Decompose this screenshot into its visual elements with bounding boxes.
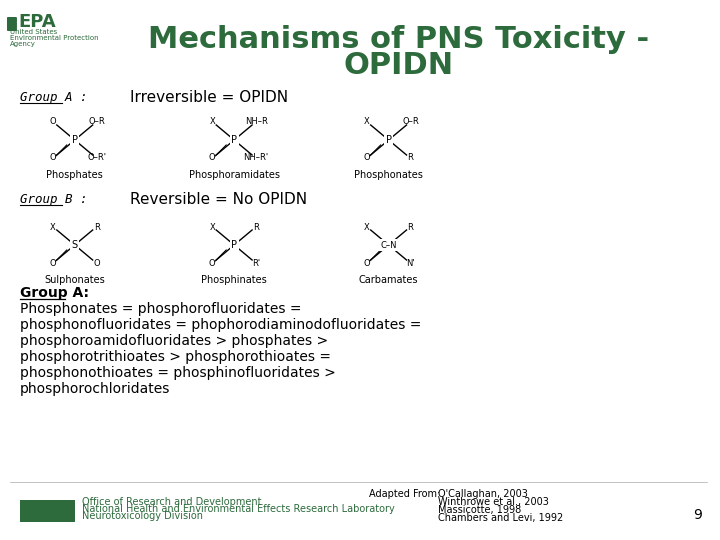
Text: O: O <box>94 259 100 267</box>
Text: R: R <box>253 222 259 232</box>
Text: O: O <box>50 118 56 126</box>
Text: X: X <box>50 222 55 232</box>
Text: O–R: O–R <box>89 118 105 126</box>
Text: EPA: EPA <box>18 13 55 31</box>
Text: Phosphoramidates: Phosphoramidates <box>189 170 279 180</box>
Text: O: O <box>50 259 56 267</box>
Text: Reversible = No OPIDN: Reversible = No OPIDN <box>130 192 307 207</box>
Text: X: X <box>364 222 369 232</box>
Text: X: X <box>210 222 215 232</box>
Text: P: P <box>231 240 237 250</box>
Text: O–R': O–R' <box>87 153 106 163</box>
FancyBboxPatch shape <box>7 17 17 31</box>
Text: O–R: O–R <box>402 118 419 126</box>
Text: Sulphonates: Sulphonates <box>45 275 105 285</box>
Text: NH–R: NH–R <box>245 118 268 126</box>
Text: Mechanisms of PNS Toxicity -: Mechanisms of PNS Toxicity - <box>148 25 649 55</box>
Text: Phosphates: Phosphates <box>46 170 103 180</box>
Text: Group A:: Group A: <box>20 286 89 300</box>
Text: S: S <box>72 240 78 250</box>
Text: Massicotte, 1998: Massicotte, 1998 <box>438 505 522 515</box>
Text: Carbamates: Carbamates <box>359 275 418 285</box>
Text: Phosphonates: Phosphonates <box>354 170 423 180</box>
Text: phosphonothioates = phosphinofluoridates >: phosphonothioates = phosphinofluoridates… <box>20 366 336 380</box>
Text: Chambers and Levi, 1992: Chambers and Levi, 1992 <box>438 513 564 523</box>
Text: O: O <box>364 153 370 163</box>
Text: Office of Research and Development: Office of Research and Development <box>81 497 261 507</box>
Text: 9: 9 <box>693 508 702 522</box>
Text: O: O <box>209 259 215 267</box>
Text: Phosphinates: Phosphinates <box>202 275 267 285</box>
Text: Irreversible = OPIDN: Irreversible = OPIDN <box>130 91 288 105</box>
Text: phosphonofluoridates = phophorodiaminodofluoridates =: phosphonofluoridates = phophorodiaminodo… <box>20 318 421 332</box>
Text: phosphorochloridates: phosphorochloridates <box>20 382 171 396</box>
Text: Agency: Agency <box>10 41 36 47</box>
Text: OPIDN: OPIDN <box>343 51 454 79</box>
Text: O: O <box>364 259 370 267</box>
Text: National Health and Environmental Effects Research Laboratory: National Health and Environmental Effect… <box>81 504 395 514</box>
Text: Winthrowe et al., 2003: Winthrowe et al., 2003 <box>438 497 549 507</box>
Text: R': R' <box>252 259 260 267</box>
Text: Environmental Protection: Environmental Protection <box>10 35 99 41</box>
Text: P: P <box>231 135 237 145</box>
Text: P: P <box>72 135 78 145</box>
Text: O'Callaghan, 2003: O'Callaghan, 2003 <box>438 489 528 499</box>
Text: R: R <box>94 222 99 232</box>
Text: P: P <box>386 135 392 145</box>
Text: C–N: C–N <box>380 240 397 249</box>
Text: Group A :: Group A : <box>20 91 87 105</box>
Text: X: X <box>210 118 215 126</box>
Text: Adapted From:: Adapted From: <box>369 489 440 499</box>
Text: R: R <box>408 222 413 232</box>
Text: Phosphonates = phosphorofluoridates =: Phosphonates = phosphorofluoridates = <box>20 302 302 316</box>
Text: Group B :: Group B : <box>20 193 87 206</box>
Text: phosphorotrithioates > phosphorothioates =: phosphorotrithioates > phosphorothioates… <box>20 350 331 364</box>
Text: Neurotoxicology Division: Neurotoxicology Division <box>81 511 203 521</box>
Text: X: X <box>364 118 369 126</box>
Text: R: R <box>408 153 413 163</box>
Text: N': N' <box>406 259 415 267</box>
Text: NH–R': NH–R' <box>243 153 269 163</box>
FancyBboxPatch shape <box>8 7 103 52</box>
Text: O: O <box>209 153 215 163</box>
Text: phosphoroamidofluoridates > phosphates >: phosphoroamidofluoridates > phosphates > <box>20 334 328 348</box>
FancyBboxPatch shape <box>20 500 75 522</box>
Text: United States: United States <box>10 29 57 35</box>
Text: O: O <box>50 153 56 163</box>
